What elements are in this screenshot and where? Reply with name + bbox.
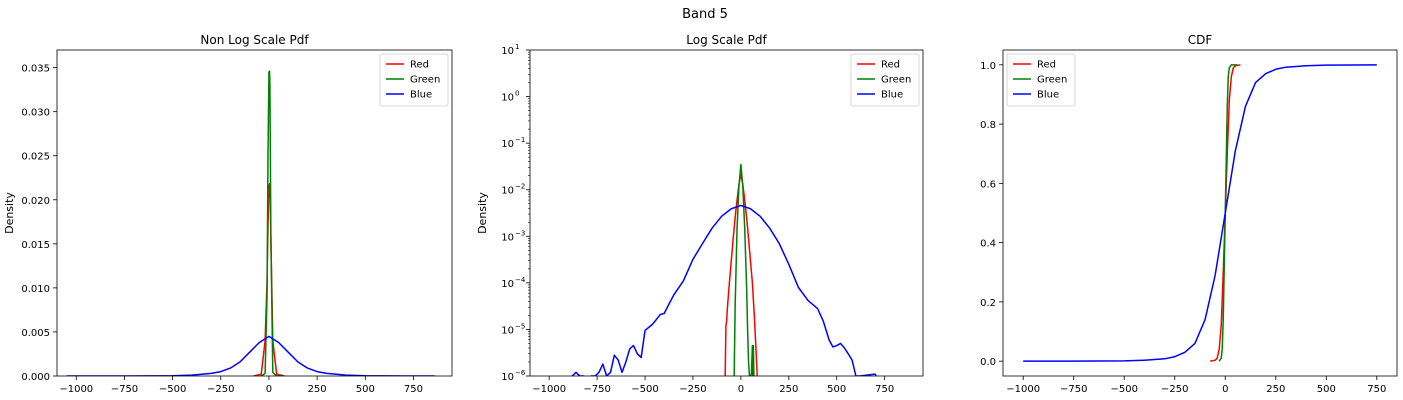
y-tick-label: 0.8 <box>980 120 996 131</box>
series-line-green <box>1218 64 1238 362</box>
y-tick-exponent: −6 <box>515 369 526 377</box>
legend-label: Green <box>1037 75 1067 86</box>
x-tick-label: −750 <box>1060 384 1087 395</box>
y-tick-label: 10 <box>501 279 514 290</box>
y-tick-label: 0.015 <box>21 240 50 251</box>
x-tick-label: −250 <box>1161 384 1188 395</box>
x-tick-label: −1000 <box>532 384 566 395</box>
legend: Red Green Blue <box>850 53 920 107</box>
y-tick-label: 10 <box>501 325 514 336</box>
x-tick-label: −500 <box>1110 384 1137 395</box>
legend: Red Green Blue <box>1006 53 1076 107</box>
legend-label: Red <box>881 60 900 71</box>
x-tick-label: −750 <box>583 384 610 395</box>
y-tick-label: 0.035 <box>21 64 50 75</box>
x-tick-label: −750 <box>111 384 138 395</box>
y-tick-label: 0.0 <box>980 357 996 368</box>
series-line-green <box>733 163 755 376</box>
y-tick-exponent: 0 <box>515 90 519 98</box>
chart-title: Log Scale Pdf <box>686 33 767 47</box>
x-tick-label: −1000 <box>1006 384 1040 395</box>
legend-label: Blue <box>410 90 432 101</box>
x-tick-label: 500 <box>1317 384 1336 395</box>
x-tick-label: 750 <box>1367 384 1386 395</box>
legend-box <box>379 53 449 107</box>
x-tick-label: 0 <box>266 384 272 395</box>
x-tick-label: 250 <box>1266 384 1285 395</box>
y-tick-label: 10 <box>501 46 514 57</box>
plot-frame <box>1002 49 1398 377</box>
x-tick-label: 250 <box>308 384 327 395</box>
chart-title: Non Log Scale Pdf <box>200 33 309 47</box>
y-tick-exponent: −3 <box>515 229 525 237</box>
y-axis-label: Density <box>3 192 16 234</box>
x-tick-label: 500 <box>827 384 846 395</box>
legend: Red Green Blue <box>379 53 449 107</box>
chart-panel-non-log-pdf: Non Log Scale Pdf Density −1000 −750 −500 −25… <box>3 33 453 395</box>
x-tick-label: 500 <box>356 384 375 395</box>
y-tick-label: 0.000 <box>21 372 50 383</box>
y-tick-exponent: −1 <box>515 136 525 144</box>
y-tick-exponent: −2 <box>515 183 525 191</box>
y-tick-label: 0.020 <box>21 196 50 207</box>
x-tick-label: 0 <box>1222 384 1228 395</box>
legend-label: Red <box>410 60 429 71</box>
y-tick-label: 0.005 <box>21 328 50 339</box>
legend-label: Red <box>1037 60 1056 71</box>
y-tick-exponent: 1 <box>515 43 519 51</box>
series-line-blue <box>66 335 435 376</box>
y-tick-label: 10 <box>501 372 514 383</box>
x-tick-label: −250 <box>679 384 706 395</box>
chart-title: CDF <box>1188 33 1213 47</box>
y-tick-label: 0.010 <box>21 284 50 295</box>
y-tick-label: 10 <box>501 93 514 104</box>
series-line-red <box>253 183 285 376</box>
y-tick-label: 0.025 <box>21 152 50 163</box>
legend-label: Green <box>881 75 911 86</box>
y-tick-label: 0.4 <box>980 239 996 250</box>
plot-frame <box>56 49 453 377</box>
x-tick-label: −250 <box>207 384 234 395</box>
x-tick-label: −500 <box>159 384 186 395</box>
y-tick-exponent: −4 <box>515 276 526 284</box>
y-tick-label: 10 <box>501 186 514 197</box>
series-line-blue <box>571 204 877 376</box>
plot-frame <box>529 49 924 377</box>
legend-box <box>850 53 920 107</box>
chart-panel-cdf: CDF −1000 −750 −500 −250 0 250 500 750 0.0 0.2 0.4 0… <box>980 33 1398 395</box>
y-tick-label: 10 <box>501 232 514 243</box>
series-line-green <box>260 70 282 376</box>
y-tick-label: 0.2 <box>980 298 996 309</box>
legend-label: Blue <box>881 90 903 101</box>
y-tick-label: 10 <box>501 139 514 150</box>
x-tick-label: 250 <box>779 384 798 395</box>
y-axis-label: Density <box>476 192 489 234</box>
series-line-blue <box>1023 64 1377 362</box>
legend-box <box>1006 53 1076 107</box>
x-tick-label: −500 <box>631 384 658 395</box>
x-tick-label: 750 <box>875 384 894 395</box>
legend-label: Blue <box>1037 90 1059 101</box>
x-tick-label: 0 <box>738 384 744 395</box>
y-tick-label: 0.6 <box>980 179 996 190</box>
x-tick-label: 750 <box>404 384 423 395</box>
legend-label: Green <box>410 75 440 86</box>
x-tick-label: −1000 <box>59 384 93 395</box>
y-tick-exponent: −5 <box>515 322 525 330</box>
y-tick-label: 0.030 <box>21 108 50 119</box>
y-tick-label: 1.0 <box>980 61 996 72</box>
figure-title: Band 5 <box>682 7 728 22</box>
